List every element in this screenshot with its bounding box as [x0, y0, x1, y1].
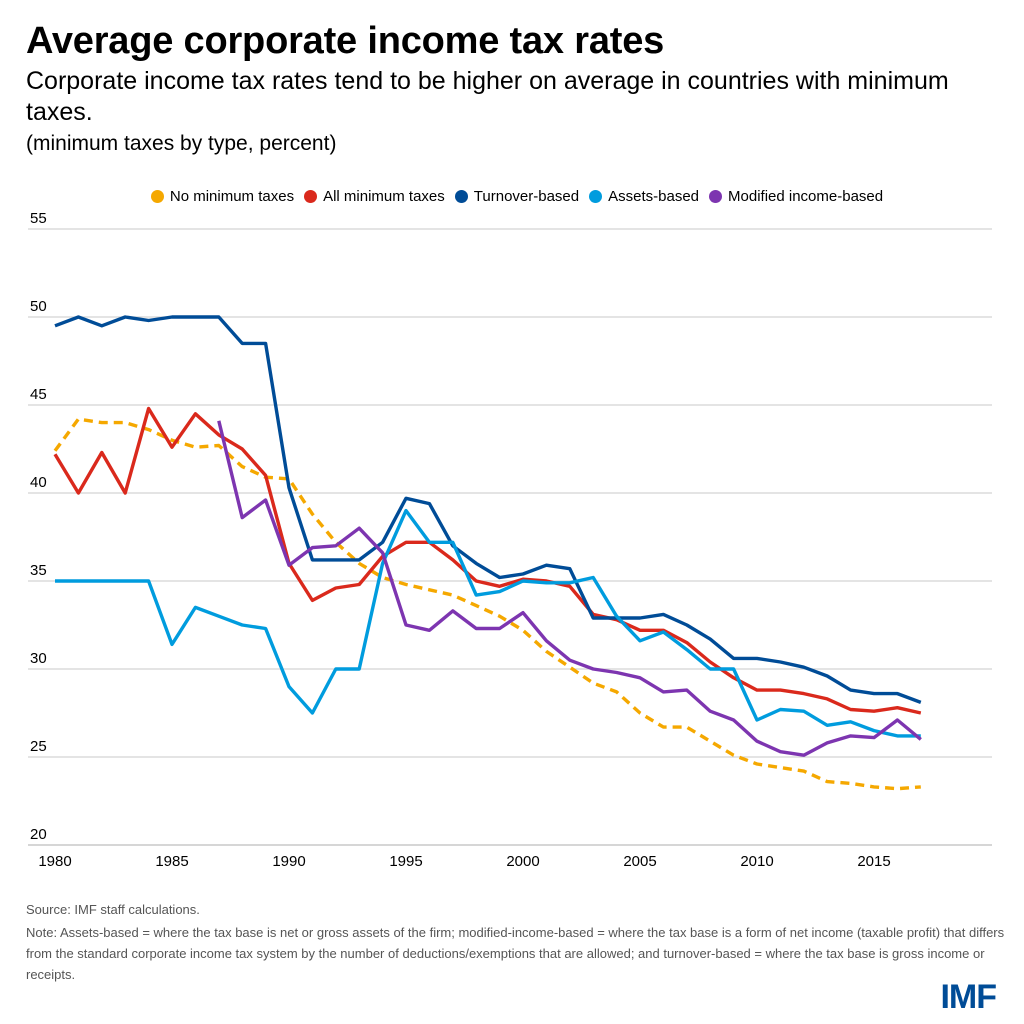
legend-marker-icon: [304, 190, 318, 203]
legend-item-modified-income: Modified income-based: [709, 188, 883, 205]
line-chart: 20 25 30 35 40 45 50 55 1980 1985 1990 1995 2000 200…: [28, 210, 992, 870]
legend-label: Assets-based: [608, 188, 700, 205]
x-tick-label: 2000: [506, 853, 539, 870]
series-line-all-minimum-taxes: [53, 406, 922, 715]
x-tick-label: 2015: [857, 853, 890, 870]
x-tick-label: 1980: [38, 853, 71, 870]
x-tick-label: 2010: [740, 853, 773, 870]
y-tick-label: 40: [30, 474, 47, 491]
legend-item-no-minimum: No minimum taxes: [150, 188, 295, 205]
y-tick-label: 30: [30, 650, 47, 667]
y-tick-label: 20: [30, 826, 47, 843]
legend-marker-icon: [709, 190, 723, 203]
note-text: Note: Assets-based = where the tax base …: [26, 925, 1005, 982]
x-tick-label: 1990: [272, 853, 305, 870]
legend-label: Modified income-based: [728, 188, 884, 205]
y-tick-label: 50: [30, 298, 47, 315]
legend-item-assets: Assets-based: [589, 188, 699, 205]
legend-item-turnover: Turnover-based: [454, 188, 580, 205]
x-tick-label: 1985: [155, 853, 188, 870]
series-line-no-minimum-taxes: [53, 417, 921, 791]
legend-item-all-minimum: All minimum taxes: [304, 188, 445, 205]
x-tick-label: 2005: [623, 853, 656, 870]
chart-units: (minimum taxes by type, percent): [26, 132, 337, 155]
x-tick-label: 1995: [389, 853, 422, 870]
legend-marker-icon: [150, 190, 164, 203]
series-line-modified-income-based: [217, 420, 922, 757]
legend-marker-icon: [589, 190, 603, 203]
legend-marker-icon: [454, 190, 468, 203]
series-line-turnover-based: [54, 315, 922, 704]
gridlines: [28, 228, 992, 846]
y-tick-label: 55: [30, 210, 47, 227]
y-tick-label: 35: [30, 562, 47, 579]
x-axis-ticks: 1980 1985 1990 1995 2000 2005 2010 2015: [38, 853, 890, 870]
chart-title: Average corporate income tax rates: [26, 20, 665, 62]
legend-label: No minimum taxes: [169, 188, 295, 205]
source-text: Source: IMF staff calculations.: [26, 902, 200, 917]
series-line-assets-based: [55, 508, 921, 738]
legend-label: All minimum taxes: [323, 188, 445, 205]
series-lines: [53, 315, 922, 791]
y-axis-ticks: 20 25 30 35 40 45 50 55: [30, 210, 47, 843]
y-tick-label: 25: [30, 738, 47, 755]
legend-label: Turnover-based: [473, 188, 580, 205]
y-tick-label: 45: [30, 386, 47, 403]
chart-subtitle: Corporate income tax rates tend to be hi…: [26, 67, 949, 126]
legend: No minimum taxes All minimum taxes Turno…: [0, 188, 1024, 205]
imf-logo: IMF: [940, 978, 997, 1016]
